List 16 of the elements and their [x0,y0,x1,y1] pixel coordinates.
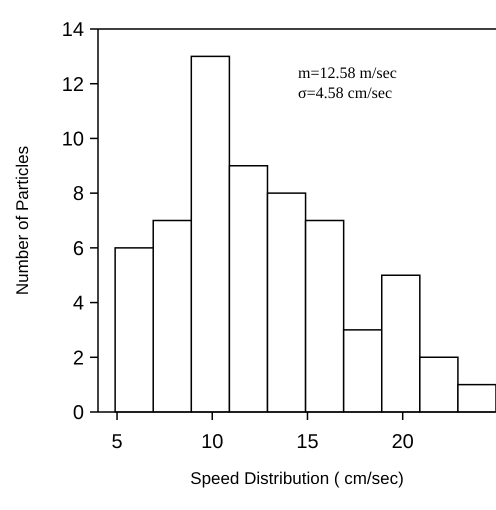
y-tick-label: 8 [72,183,84,206]
x-tick-label: 20 [392,431,414,454]
y-axis-title: Number of Particles [13,146,32,296]
y-tick-label: 12 [62,74,84,96]
y-tick-label: 4 [72,292,84,315]
y-tick-label: 0 [72,402,84,424]
y-tick-label: 6 [72,238,84,260]
y-tick-label: 14 [62,19,84,42]
x-tick-label: 5 [111,431,123,454]
x-axis-title: Speed Distribution ( cm/sec) [190,469,404,488]
x-tick-label: 10 [201,431,224,454]
annotation: σ=4.58 cm/sec [298,84,394,104]
y-tick-label: 2 [72,347,84,370]
y-tick-label: 10 [62,128,84,151]
annotation: m=12.58 m/sec [298,64,397,84]
x-tick-label: 15 [296,431,319,454]
